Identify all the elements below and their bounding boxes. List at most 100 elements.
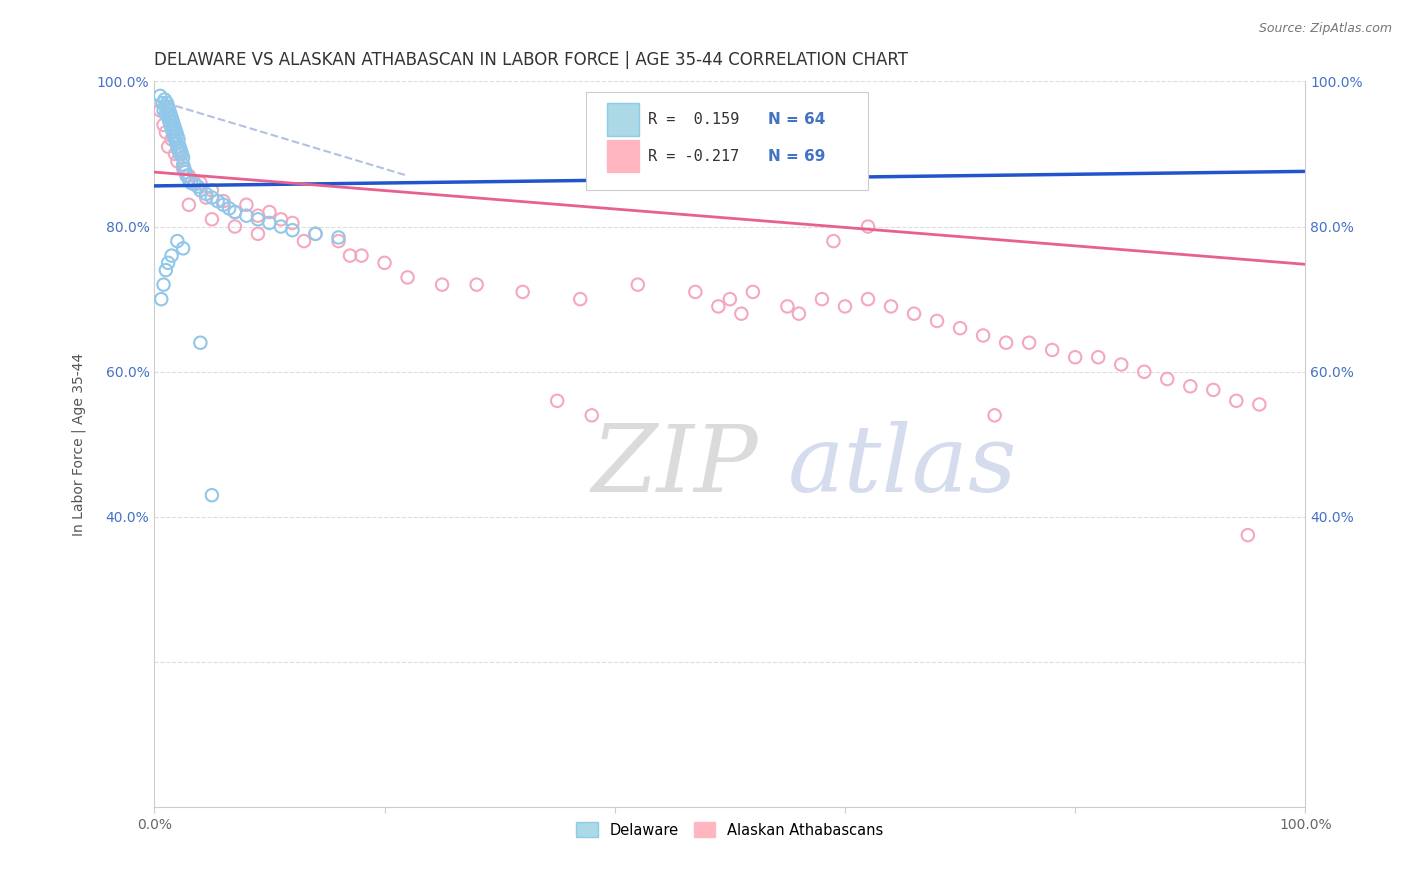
Point xyxy=(201,183,224,197)
Point xyxy=(1133,365,1156,379)
Point xyxy=(512,285,534,299)
Point xyxy=(246,209,269,223)
Point xyxy=(339,249,361,263)
Y-axis label: In Labor Force | Age 35-44: In Labor Force | Age 35-44 xyxy=(72,353,86,536)
Point xyxy=(172,241,194,255)
Text: ZIP: ZIP xyxy=(592,421,758,511)
Point xyxy=(177,169,200,183)
Point xyxy=(157,114,180,128)
Point xyxy=(823,234,845,248)
Point xyxy=(1156,372,1178,386)
Point xyxy=(195,186,218,201)
Point xyxy=(224,219,246,234)
Point xyxy=(207,194,229,208)
Point xyxy=(1249,397,1271,411)
Point xyxy=(1064,351,1087,365)
Point xyxy=(150,292,173,306)
Point xyxy=(169,139,191,153)
Point xyxy=(246,212,269,227)
Point xyxy=(995,335,1018,350)
Point xyxy=(156,103,179,118)
Point xyxy=(183,176,205,190)
Point xyxy=(166,154,188,169)
Point xyxy=(165,136,187,150)
Point xyxy=(949,321,972,335)
Text: R =  0.159: R = 0.159 xyxy=(648,112,740,128)
Point xyxy=(374,256,396,270)
Point xyxy=(741,285,763,299)
Point xyxy=(281,216,304,230)
Point xyxy=(165,147,187,161)
Point xyxy=(246,227,269,241)
Point xyxy=(880,300,903,314)
Point xyxy=(925,314,948,328)
Point xyxy=(149,103,172,118)
Point xyxy=(304,227,326,241)
Point xyxy=(155,125,177,139)
Point xyxy=(172,151,194,165)
Point xyxy=(1202,383,1225,397)
Point xyxy=(730,307,752,321)
Point xyxy=(173,161,195,176)
Point xyxy=(167,132,190,146)
Point xyxy=(235,209,257,223)
Bar xyxy=(607,103,638,136)
Text: atlas: atlas xyxy=(787,421,1017,511)
Point xyxy=(396,270,419,285)
Point xyxy=(776,300,799,314)
Point xyxy=(834,300,856,314)
Point xyxy=(328,234,350,248)
Point xyxy=(165,121,187,136)
Point xyxy=(259,216,281,230)
Point xyxy=(160,121,183,136)
Point xyxy=(627,277,650,292)
Point xyxy=(811,292,834,306)
Point xyxy=(155,107,177,121)
Text: Source: ZipAtlas.com: Source: ZipAtlas.com xyxy=(1258,22,1392,36)
Point xyxy=(153,93,176,107)
Point xyxy=(201,488,224,502)
Point xyxy=(177,172,200,186)
Point xyxy=(152,103,174,118)
Point xyxy=(174,165,197,179)
Point xyxy=(465,277,488,292)
Point xyxy=(718,292,741,306)
Point xyxy=(180,176,202,190)
Point xyxy=(157,103,180,118)
Point xyxy=(166,139,188,153)
Point xyxy=(546,393,568,408)
Point xyxy=(212,194,235,208)
Point xyxy=(152,118,174,132)
Point xyxy=(165,132,187,146)
Point xyxy=(170,144,193,158)
Point xyxy=(270,212,292,227)
Point xyxy=(176,169,198,183)
Point xyxy=(350,249,373,263)
Point xyxy=(155,263,177,277)
Point xyxy=(160,249,183,263)
Point xyxy=(259,205,281,219)
Point xyxy=(1225,393,1247,408)
Point xyxy=(159,118,181,132)
Text: R = -0.217: R = -0.217 xyxy=(648,149,740,163)
Point xyxy=(983,409,1005,423)
Point xyxy=(166,128,188,143)
Point xyxy=(224,205,246,219)
Point xyxy=(162,125,184,139)
Point xyxy=(149,88,172,103)
Point xyxy=(856,219,879,234)
FancyBboxPatch shape xyxy=(586,92,868,190)
Point xyxy=(201,190,224,204)
Text: DELAWARE VS ALASKAN ATHABASCAN IN LABOR FORCE | AGE 35-44 CORRELATION CHART: DELAWARE VS ALASKAN ATHABASCAN IN LABOR … xyxy=(155,51,908,69)
Point xyxy=(163,128,186,143)
Point xyxy=(581,409,603,423)
Point xyxy=(172,158,194,172)
Point xyxy=(167,144,190,158)
Point xyxy=(169,147,191,161)
Point xyxy=(304,227,326,241)
Point xyxy=(1040,343,1063,357)
Point xyxy=(163,118,186,132)
Point xyxy=(195,190,218,204)
Point xyxy=(159,107,181,121)
Point xyxy=(707,300,730,314)
